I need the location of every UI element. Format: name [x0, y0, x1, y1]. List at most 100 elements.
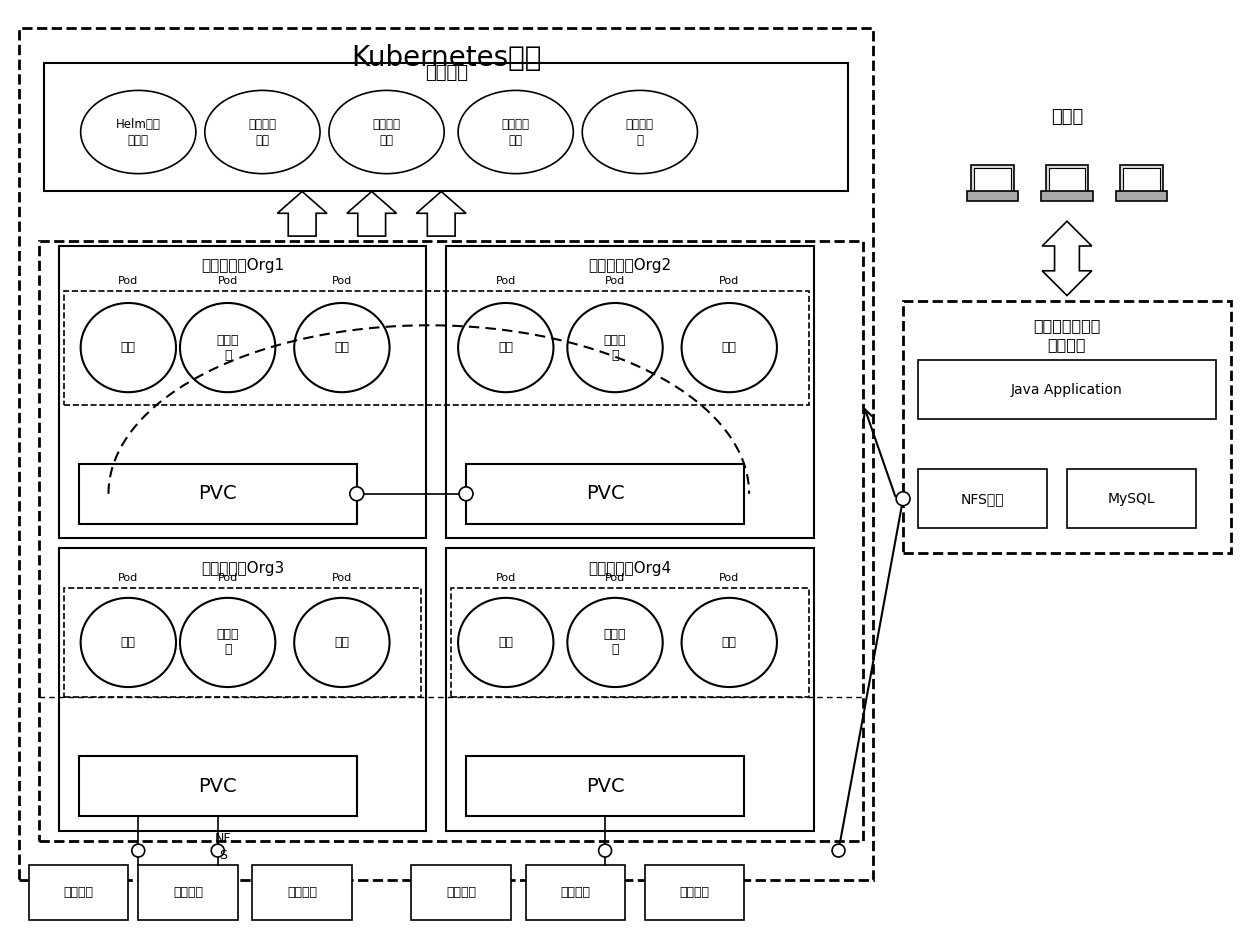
Text: 日志分析
模块: 日志分析 模块 [372, 117, 401, 146]
Bar [253, 866, 352, 920]
Bar [966, 191, 1018, 201]
Bar [412, 866, 511, 920]
Text: NFS文件: NFS文件 [961, 492, 1004, 506]
Text: PVC: PVC [198, 485, 237, 503]
Bar [466, 757, 744, 816]
Text: 名称空间：Org4: 名称空间：Org4 [588, 561, 672, 576]
Bar [1123, 168, 1159, 191]
Bar [446, 246, 813, 538]
Polygon shape [1042, 222, 1091, 296]
Ellipse shape [458, 598, 553, 687]
Text: 名称空间：Org3: 名称空间：Org3 [201, 561, 284, 576]
Bar [78, 464, 357, 524]
Ellipse shape [329, 90, 444, 174]
Bar [1066, 469, 1197, 529]
Ellipse shape [458, 90, 573, 174]
Text: 可视化模
块: 可视化模 块 [626, 117, 653, 146]
Text: 钱包: 钱包 [335, 341, 350, 354]
Text: PVC: PVC [198, 777, 237, 795]
Text: 证书信息: 证书信息 [172, 886, 203, 900]
Text: Pod: Pod [719, 276, 739, 285]
Circle shape [832, 844, 844, 857]
Text: Pod: Pod [496, 573, 516, 583]
Bar [918, 360, 1216, 420]
Text: Pod: Pod [605, 276, 625, 285]
Text: 证书中
心: 证书中 心 [217, 333, 239, 362]
Ellipse shape [294, 598, 389, 687]
Ellipse shape [81, 303, 176, 393]
Text: Pod: Pod [217, 573, 238, 583]
Text: Pod: Pod [496, 276, 516, 285]
Text: Pod: Pod [719, 573, 739, 583]
Bar [58, 548, 427, 831]
Ellipse shape [81, 598, 176, 687]
Text: 名称空间：Org1: 名称空间：Org1 [201, 258, 284, 273]
Bar [526, 866, 625, 920]
Ellipse shape [180, 598, 275, 687]
Circle shape [459, 486, 472, 500]
Text: Pod: Pod [332, 276, 352, 285]
Bar [1116, 191, 1167, 201]
Circle shape [350, 486, 363, 500]
Circle shape [131, 844, 145, 857]
Ellipse shape [682, 598, 777, 687]
Text: Java Application: Java Application [1011, 383, 1123, 396]
Bar [1042, 191, 1092, 201]
Text: 证书中
心: 证书中 心 [604, 333, 626, 362]
Text: 节点: 节点 [120, 636, 136, 649]
Bar [918, 469, 1047, 529]
Bar [29, 866, 128, 920]
Bar [451, 588, 808, 697]
Text: 监控预警
模块: 监控预警 模块 [502, 117, 529, 146]
Text: Pod: Pod [118, 573, 139, 583]
Text: Kubernetes集群: Kubernetes集群 [351, 44, 542, 71]
Text: 客户端: 客户端 [1050, 108, 1083, 126]
Text: PVC: PVC [585, 485, 625, 503]
Polygon shape [417, 192, 466, 236]
Bar [975, 168, 1011, 191]
Bar [1049, 168, 1085, 191]
Bar [43, 63, 848, 192]
Text: 区块链浏
览器: 区块链浏 览器 [248, 117, 277, 146]
Bar [645, 866, 744, 920]
Text: 合约代码: 合约代码 [446, 886, 476, 900]
Ellipse shape [583, 90, 697, 174]
Text: 节点: 节点 [722, 636, 737, 649]
Text: 证书中
心: 证书中 心 [217, 628, 239, 656]
Ellipse shape [568, 598, 662, 687]
Text: 钱包: 钱包 [335, 636, 350, 649]
Polygon shape [278, 192, 327, 236]
Bar [1120, 165, 1163, 193]
Text: 节点: 节点 [722, 341, 737, 354]
Ellipse shape [682, 303, 777, 393]
Ellipse shape [568, 303, 662, 393]
Text: 管理脚本: 管理脚本 [560, 886, 590, 900]
Text: 账本数据: 账本数据 [680, 886, 709, 900]
Text: Pod: Pod [332, 573, 352, 583]
Circle shape [897, 492, 910, 506]
Text: Pod: Pod [605, 573, 625, 583]
Polygon shape [347, 192, 397, 236]
Text: 名称空间：Org2: 名称空间：Org2 [588, 258, 672, 273]
Text: 钱包: 钱包 [498, 636, 513, 649]
Text: MySQL: MySQL [1107, 492, 1156, 506]
Text: NF: NF [215, 832, 231, 845]
Bar [19, 28, 873, 881]
Bar [58, 246, 427, 538]
Bar [446, 548, 813, 831]
Bar [63, 588, 422, 697]
Circle shape [211, 844, 224, 857]
Text: 钱包: 钱包 [498, 341, 513, 354]
Text: PVC: PVC [585, 777, 625, 795]
Text: 证书中
心: 证书中 心 [604, 628, 626, 656]
Bar [63, 290, 808, 405]
Ellipse shape [81, 90, 196, 174]
Bar [38, 241, 863, 840]
Bar [466, 464, 744, 524]
Text: Pod: Pod [217, 276, 238, 285]
Text: 辅助功能: 辅助功能 [424, 64, 467, 82]
Bar [138, 866, 238, 920]
Text: Pod: Pod [118, 276, 139, 285]
Circle shape [599, 844, 611, 857]
Text: S: S [218, 849, 227, 862]
